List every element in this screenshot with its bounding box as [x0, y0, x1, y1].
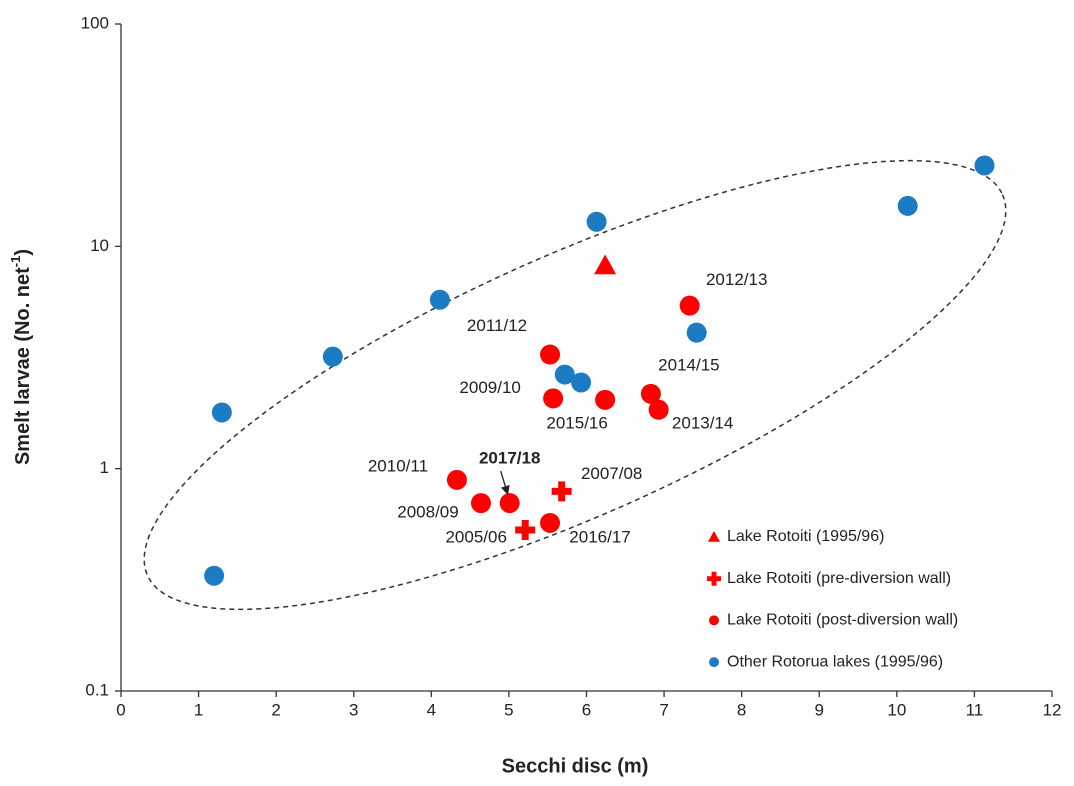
point — [543, 388, 564, 409]
x-tick-label: 9 — [815, 700, 824, 719]
point — [322, 346, 343, 367]
point-label: 2013/14 — [672, 413, 733, 432]
point-label: 2014/15 — [658, 355, 719, 374]
legend-marker — [709, 615, 719, 626]
x-tick-label: 11 — [966, 700, 984, 719]
y-tick-label: 1 — [100, 458, 109, 477]
point — [594, 254, 617, 275]
y-axis-title: Smelt larvae (No. net-1) — [8, 249, 34, 465]
x-tick-label: 4 — [427, 700, 436, 719]
x-tick-label: 8 — [737, 700, 746, 719]
y-tick-label: 100 — [81, 13, 109, 32]
point-label: 2012/13 — [706, 270, 767, 289]
point — [648, 399, 669, 420]
grouping-ellipse — [143, 159, 1007, 611]
x-tick-label: 1 — [194, 700, 203, 719]
point — [554, 364, 575, 385]
point-label: 2010/11 — [368, 456, 428, 475]
point — [640, 383, 661, 404]
point-label: 2011/12 — [467, 316, 527, 335]
point — [679, 295, 700, 316]
legend-label: Lake Rotoiti (1995/96) — [727, 528, 884, 545]
x-tick-label: 7 — [659, 700, 668, 719]
point — [686, 322, 707, 343]
legend-label: Other Rotorua lakes (1995/96) — [727, 653, 943, 670]
point-label: 2009/10 — [459, 378, 520, 397]
point — [211, 402, 232, 423]
point — [429, 289, 450, 310]
y-tick-label: 10 — [90, 236, 109, 255]
point — [595, 389, 616, 410]
point-label: 2008/09 — [397, 503, 458, 522]
x-tick-label: 6 — [582, 700, 591, 719]
x-tick-label: 3 — [349, 700, 358, 719]
x-tick-label: 12 — [1043, 700, 1062, 719]
point — [974, 155, 995, 176]
point — [571, 372, 592, 393]
point-label: 2015/16 — [546, 413, 607, 432]
x-tick-label: 2 — [271, 700, 280, 719]
x-tick-label: 0 — [116, 700, 125, 719]
point — [540, 512, 561, 533]
point — [540, 344, 561, 365]
point — [446, 469, 467, 490]
point-label: 2016/17 — [569, 527, 630, 546]
legend-marker — [709, 657, 719, 668]
y-tick-label: 0.1 — [85, 680, 109, 699]
x-tick-label: 10 — [887, 700, 906, 719]
point-label: 2017/18 — [479, 449, 540, 468]
x-axis-title: Secchi disc (m) — [502, 755, 649, 777]
point — [204, 565, 225, 586]
point-label: 2007/08 — [581, 464, 642, 483]
y-title-sup: -1 — [8, 256, 23, 268]
point-label: 2005/06 — [445, 527, 506, 546]
legend-label: Lake Rotoiti (post-diversion wall) — [727, 612, 958, 629]
point — [897, 195, 918, 216]
point — [586, 211, 607, 232]
point — [515, 519, 536, 540]
legend-marker — [707, 571, 721, 586]
point — [551, 481, 572, 502]
point — [470, 493, 491, 514]
legend-label: Lake Rotoiti (pre-diversion wall) — [727, 570, 951, 587]
point — [499, 493, 520, 514]
legend-marker — [708, 531, 720, 542]
x-tick-label: 5 — [504, 700, 513, 719]
y-title-close: ) — [12, 249, 34, 256]
label-arrow — [500, 470, 510, 495]
y-title-text: Smelt larvae (No. net — [12, 267, 34, 465]
